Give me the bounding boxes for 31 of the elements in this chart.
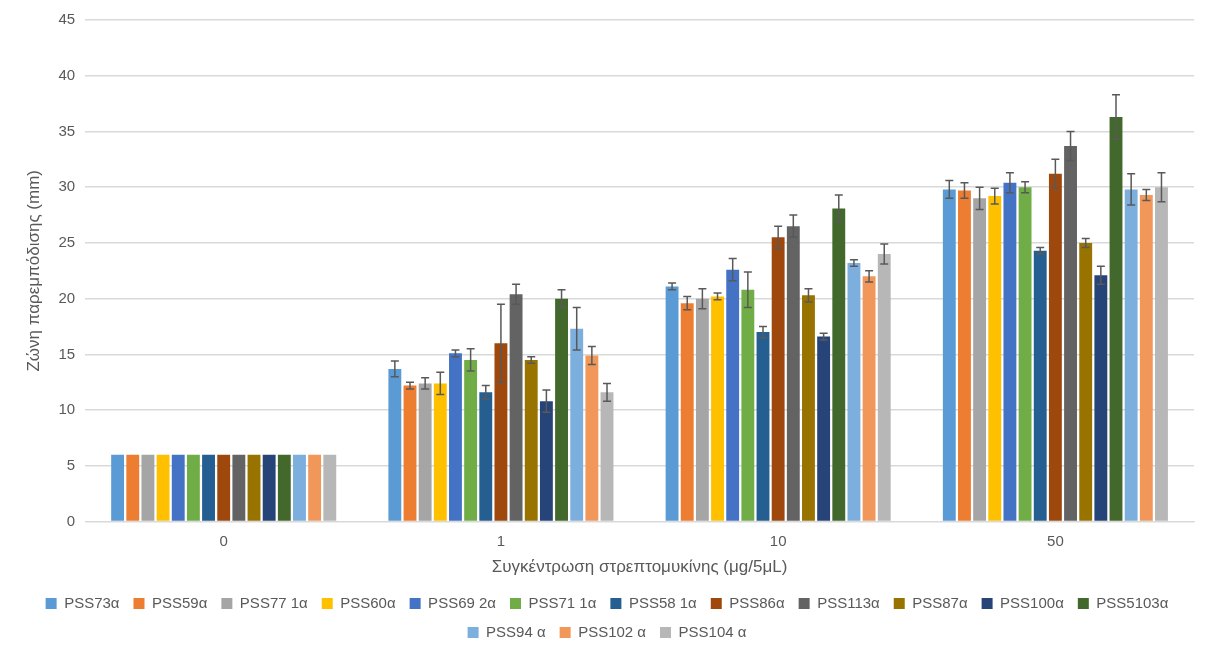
legend-label: PSS58 1α: [628, 593, 698, 611]
legend-label: PSS104 α: [678, 622, 747, 640]
legend-label: PSS69 2α: [428, 593, 497, 611]
legend-label: PSS87α: [912, 593, 968, 611]
y-tick-label: 15: [58, 344, 76, 362]
y-tick-label: 25: [58, 233, 76, 251]
legend-label: PSS77 1α: [239, 593, 309, 611]
legend-label: PSS86α: [729, 593, 785, 611]
x-tick-label: 10: [769, 531, 787, 549]
y-tick-label: 45: [58, 10, 76, 28]
legend-label: PSS73α: [64, 593, 120, 611]
legend-label: PSS5103α: [1096, 593, 1169, 611]
legend-label: PSS59α: [152, 593, 208, 611]
x-tick-label: 1: [496, 531, 506, 549]
y-tick-label: 20: [58, 288, 76, 306]
legend-label: PSS71 1α: [528, 593, 597, 611]
legend-label: PSS102 α: [578, 622, 647, 640]
legend-label: PSS113α: [817, 593, 881, 611]
x-tick-label: 0: [219, 531, 228, 549]
y-tick-label: 35: [58, 121, 76, 139]
x-axis-title: Συγκέντρωση στρεπτομυκίνης (μg/5μL): [491, 557, 788, 577]
y-tick-label: 10: [58, 400, 76, 418]
y-tick-label: 30: [58, 177, 76, 195]
y-axis-title: Ζώνη παρεμπόδισης (mm): [23, 169, 43, 372]
legend-label: PSS60α: [340, 593, 396, 611]
legend-label: PSS94 α: [486, 622, 546, 640]
x-tick-label: 50: [1047, 531, 1064, 549]
y-tick-label: 5: [66, 456, 76, 474]
y-tick-label: 0: [66, 511, 76, 529]
y-tick-label: 40: [58, 65, 76, 83]
legend-label: PSS100α: [1000, 593, 1065, 611]
